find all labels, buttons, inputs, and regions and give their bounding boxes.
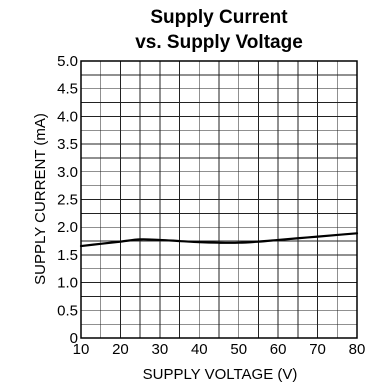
x-tick-label: 60 [270, 341, 287, 358]
x-tick-label: 80 [349, 341, 366, 358]
plot-frame [80, 60, 358, 339]
x-tick-label: 70 [309, 341, 326, 358]
y-tick-label: 2.0 [57, 219, 78, 236]
y-tick-label: 3.5 [57, 136, 78, 153]
chart-title-line1: Supply Current [150, 7, 288, 28]
x-tick-label: 50 [230, 341, 247, 358]
plot-grid [80, 60, 358, 339]
y-tick-label: 2.5 [57, 192, 78, 209]
x-tick-label: 20 [112, 341, 129, 358]
y-tick-label: 5.0 [57, 53, 78, 70]
chart-title-line2: vs. Supply Voltage [135, 32, 303, 53]
y-tick-label: 0.5 [57, 302, 78, 319]
series-line [79, 232, 359, 248]
x-axis-label: SUPPLY VOLTAGE (V) [143, 366, 298, 383]
x-axis-ticks: 10 20 30 40 50 60 70 80 [73, 341, 366, 358]
y-tick-label: 3.0 [57, 164, 78, 181]
x-tick-label: 40 [191, 341, 208, 358]
y-tick-label: 4.5 [57, 81, 78, 98]
y-tick-label: 4.0 [57, 108, 78, 125]
x-tick-label: 30 [152, 341, 169, 358]
x-tick-label: 10 [73, 341, 90, 358]
y-axis-ticks: 0 0.5 1.0 1.5 2.0 2.5 3.0 3.5 4.0 4.5 5.0 [57, 53, 78, 347]
y-axis-label: SUPPLY CURRENT (mA) [32, 113, 49, 285]
y-tick-label: 1.0 [57, 275, 78, 292]
y-tick-label: 1.5 [57, 247, 78, 264]
y-tick-label: 0 [70, 330, 78, 347]
